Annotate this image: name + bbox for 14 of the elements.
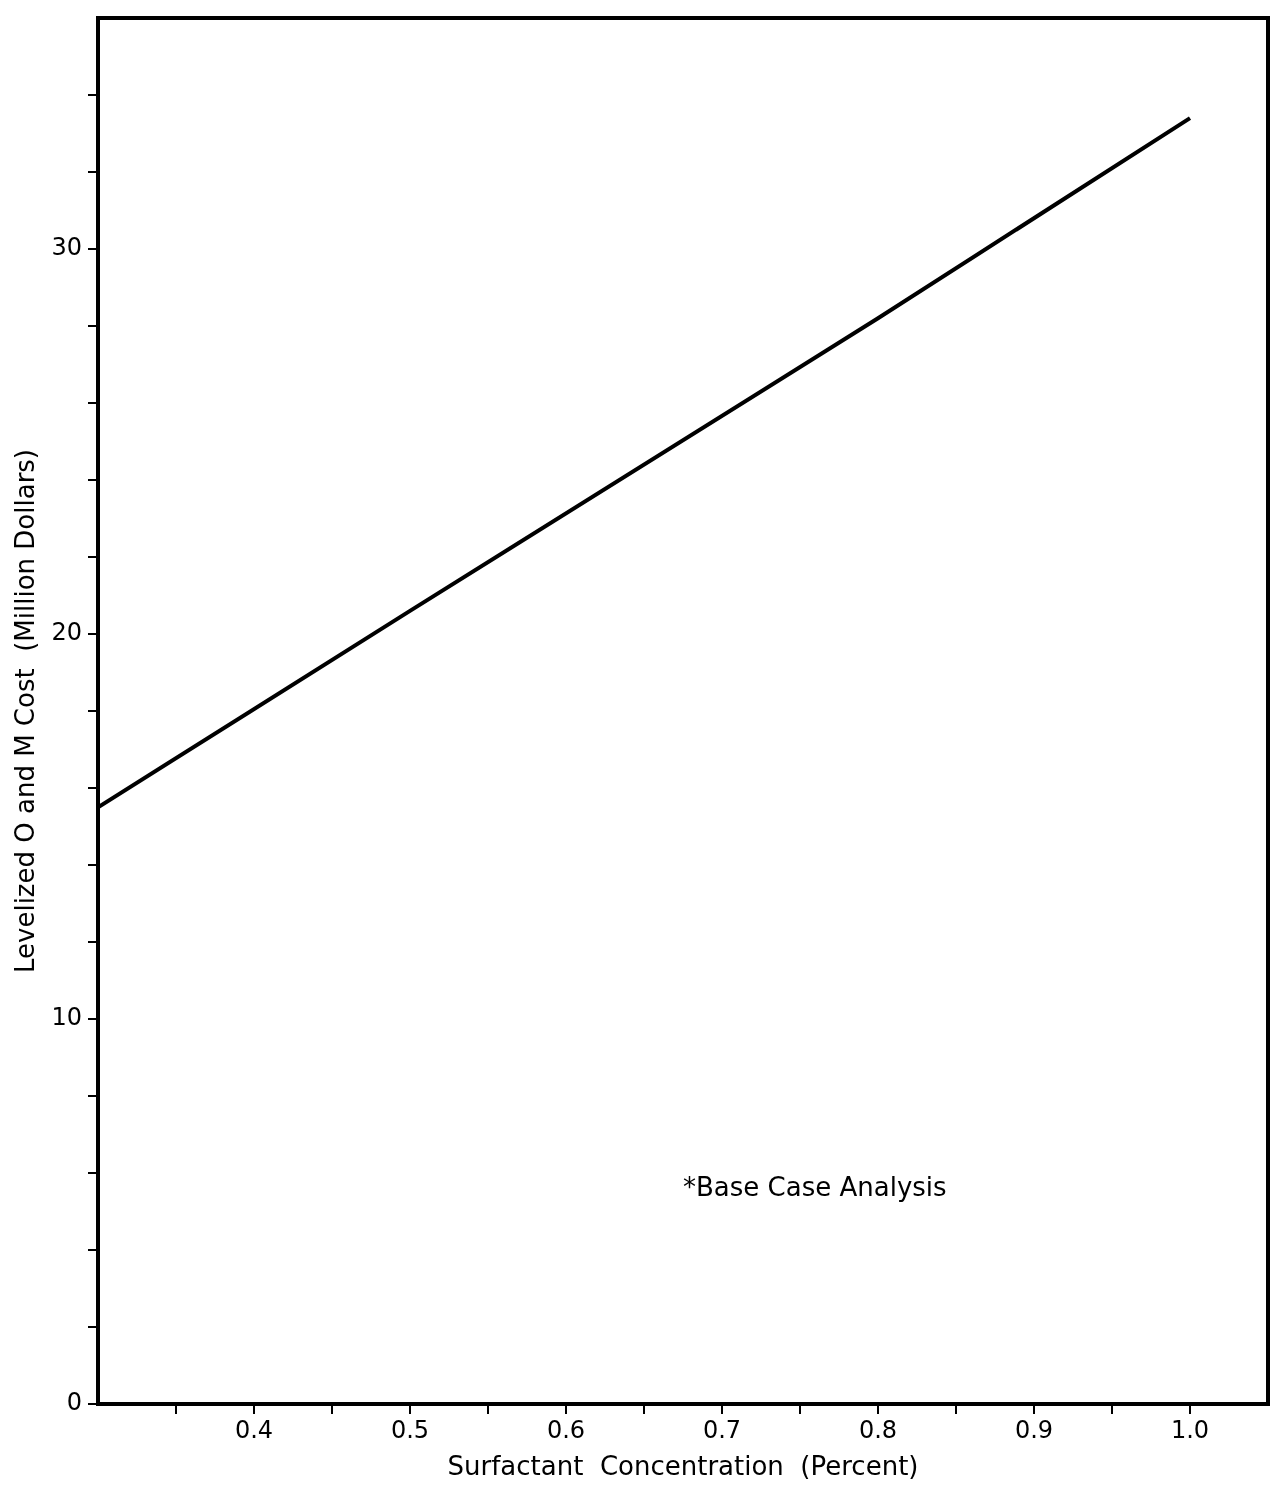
x-tick-label: 0.5 — [390, 1415, 430, 1444]
x-tick-label: 1.0 — [1170, 1415, 1210, 1444]
annotation: *Base Case Analysis — [683, 1172, 947, 1203]
x-tick-label: 0.6 — [546, 1415, 586, 1444]
x-tick-label: 0.7 — [702, 1415, 742, 1444]
y-tick-label: 20 — [51, 618, 82, 647]
x-tick-label: 0.4 — [234, 1415, 274, 1444]
x-tick-label: 0.9 — [1014, 1415, 1054, 1444]
x-tick-label: 0.8 — [858, 1415, 898, 1444]
y-tick-label: 30 — [51, 233, 82, 262]
x-axis-title: Surfactant Concentration (Percent) — [447, 1451, 919, 1482]
y-tick-label: 0 — [66, 1388, 82, 1417]
y-tick-label: 10 — [51, 1003, 82, 1032]
y-axis-title: Levelized O and M Cost (Million Dollars) — [10, 448, 41, 974]
